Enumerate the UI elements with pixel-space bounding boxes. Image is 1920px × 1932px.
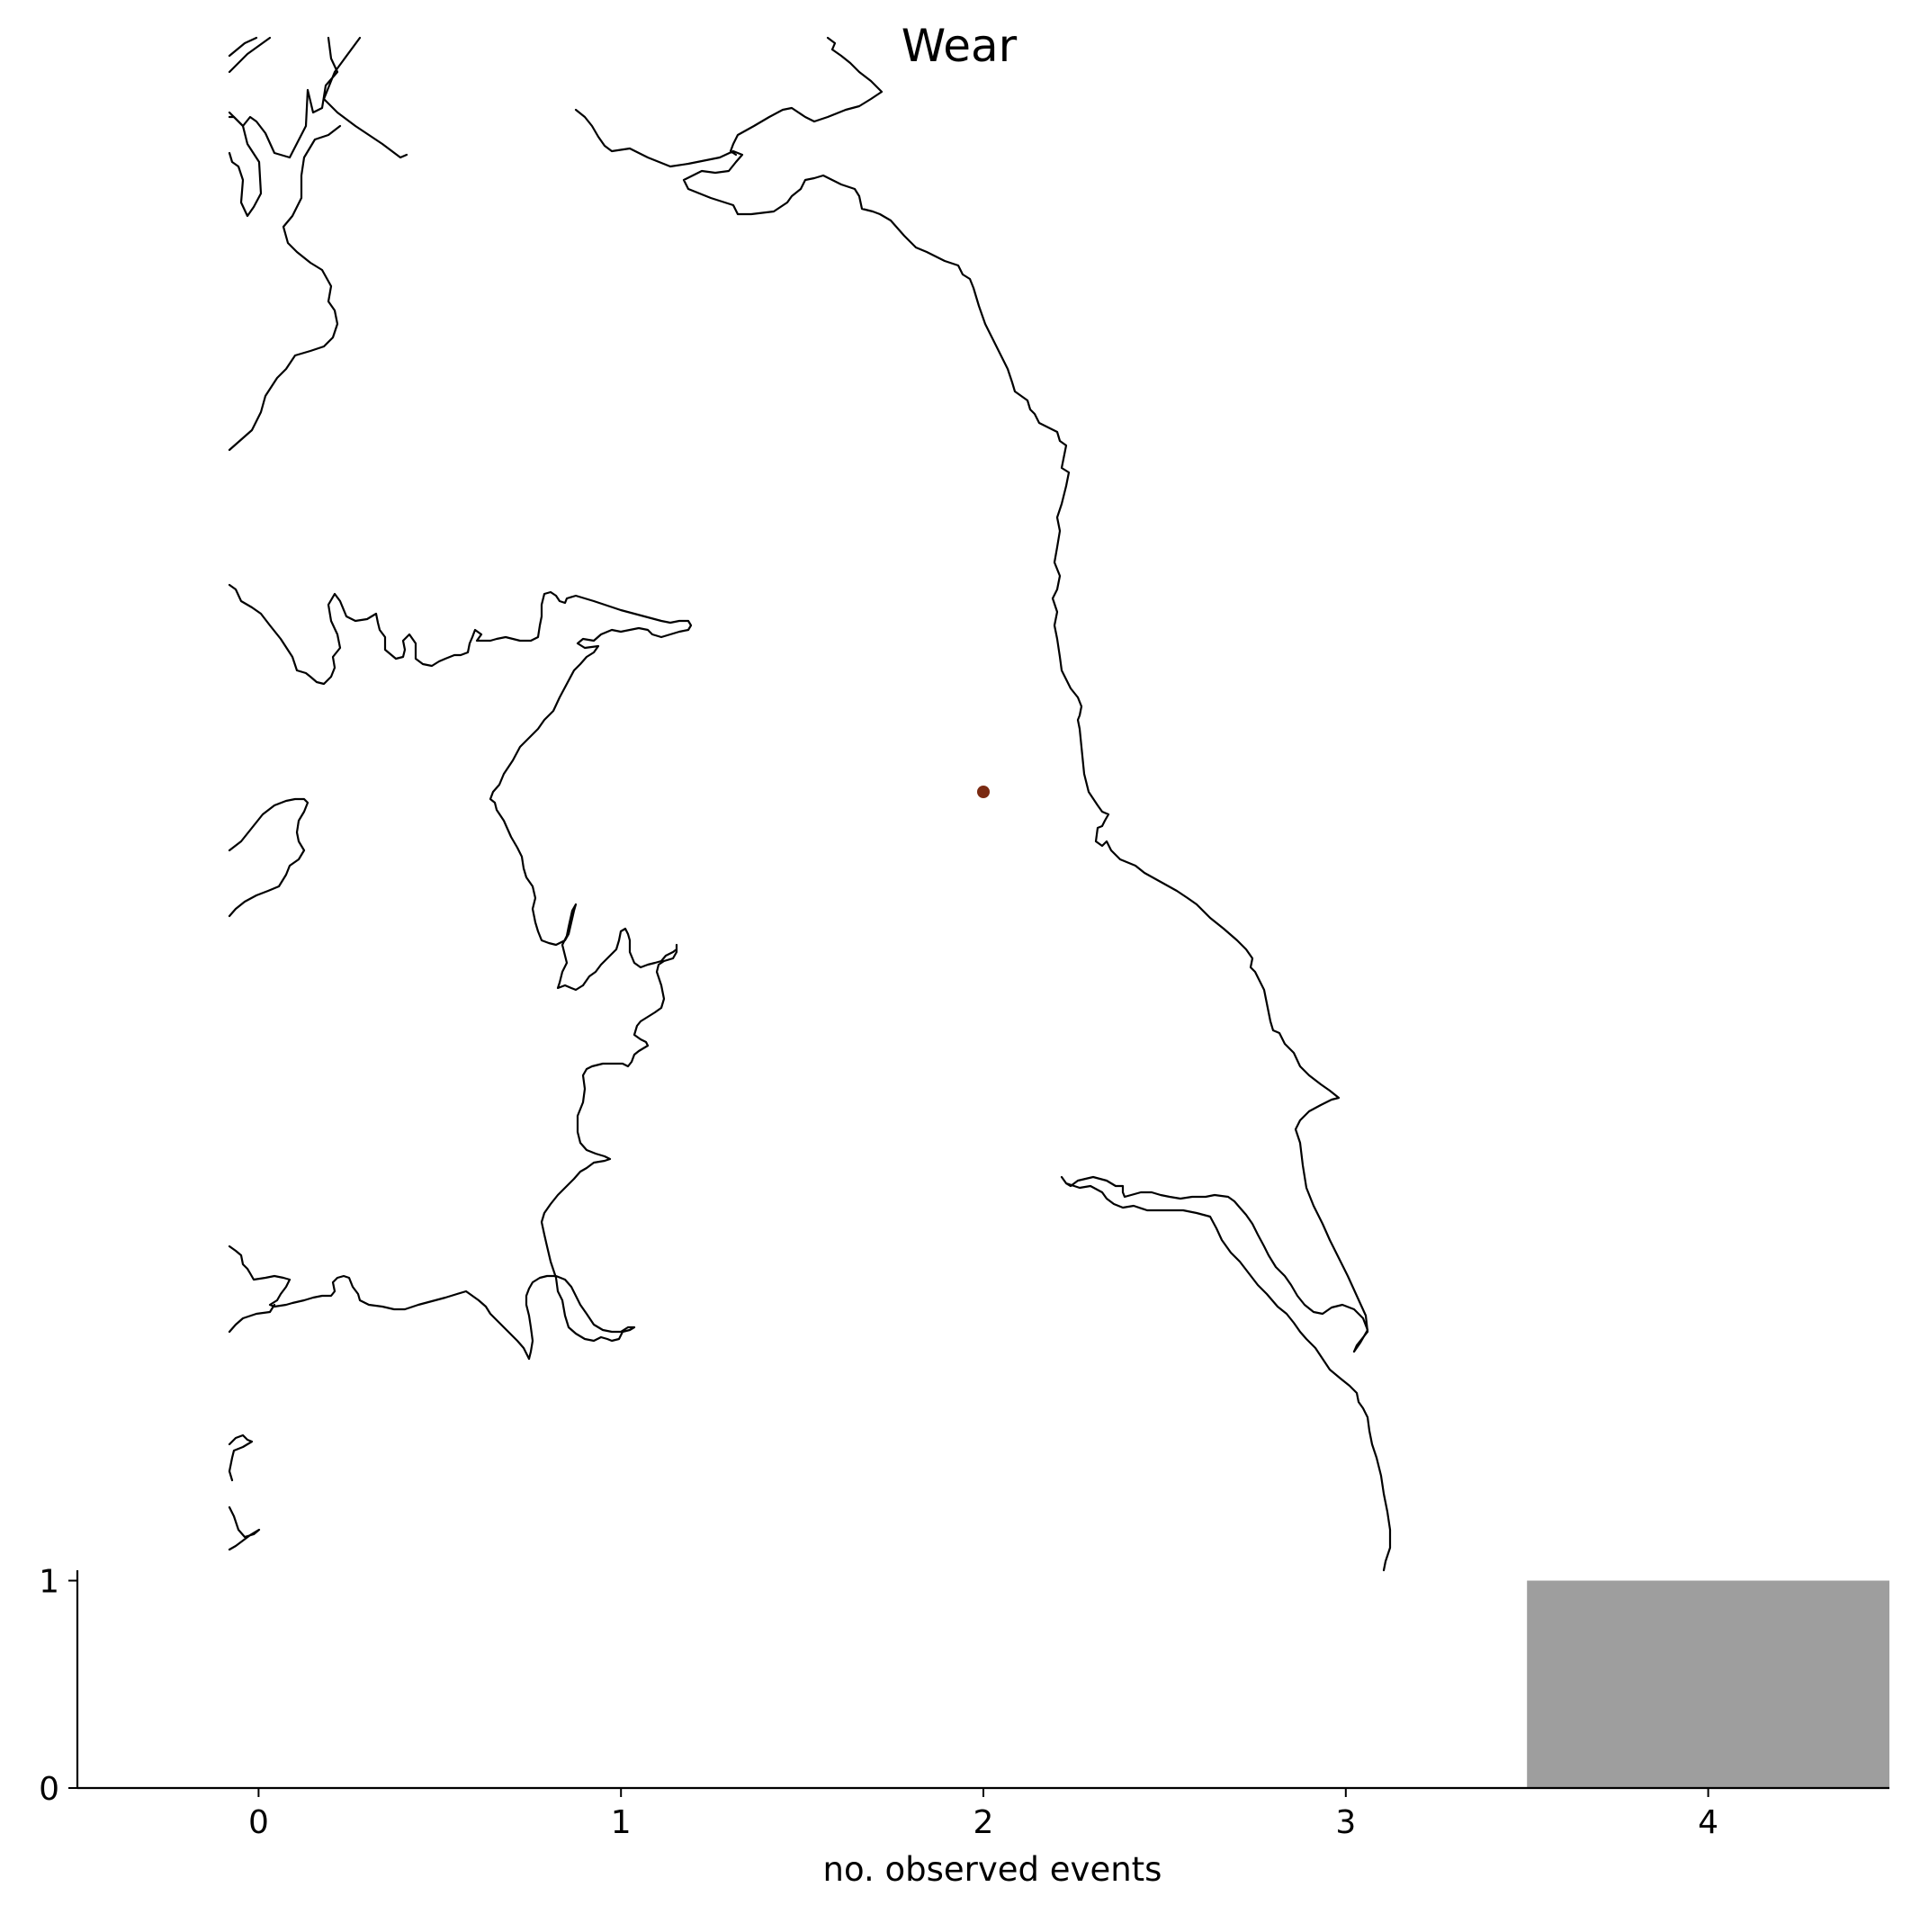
coastline-map bbox=[228, 36, 1392, 1572]
station-marker bbox=[977, 786, 990, 798]
coastline-west-2 bbox=[228, 124, 342, 452]
coastline-east-main bbox=[574, 36, 1369, 1353]
coastline-southwest bbox=[228, 1433, 261, 1551]
x-tick-label: 3 bbox=[1335, 1804, 1356, 1841]
map-title: Wear bbox=[902, 20, 1018, 72]
x-tick-label: 1 bbox=[611, 1804, 632, 1841]
coastline-bay-3 bbox=[228, 1245, 531, 1361]
coastline-west-3 bbox=[228, 797, 310, 918]
x-axis-label: no. observed events bbox=[823, 1850, 1162, 1889]
coastline-bay-2 bbox=[525, 927, 678, 1361]
coastline-east-south bbox=[1060, 1175, 1392, 1572]
x-tick-label: 0 bbox=[248, 1804, 269, 1841]
y-ticks: 01 bbox=[39, 1564, 77, 1808]
x-ticks: 0 1 2 3 4 bbox=[248, 1788, 1718, 1841]
x-tick-label: 4 bbox=[1698, 1804, 1718, 1841]
bar-4 bbox=[1527, 1580, 1889, 1788]
coastline-west-1 bbox=[228, 111, 263, 218]
y-tick-label: 1 bbox=[39, 1564, 59, 1601]
coastline-bay-4 bbox=[228, 1303, 276, 1334]
coastline-north-inlet bbox=[228, 36, 408, 159]
bar-group bbox=[1527, 1580, 1889, 1788]
coastline-bay-1 bbox=[228, 583, 693, 992]
y-tick-label: 0 bbox=[39, 1771, 59, 1808]
x-tick-label: 2 bbox=[973, 1804, 994, 1841]
